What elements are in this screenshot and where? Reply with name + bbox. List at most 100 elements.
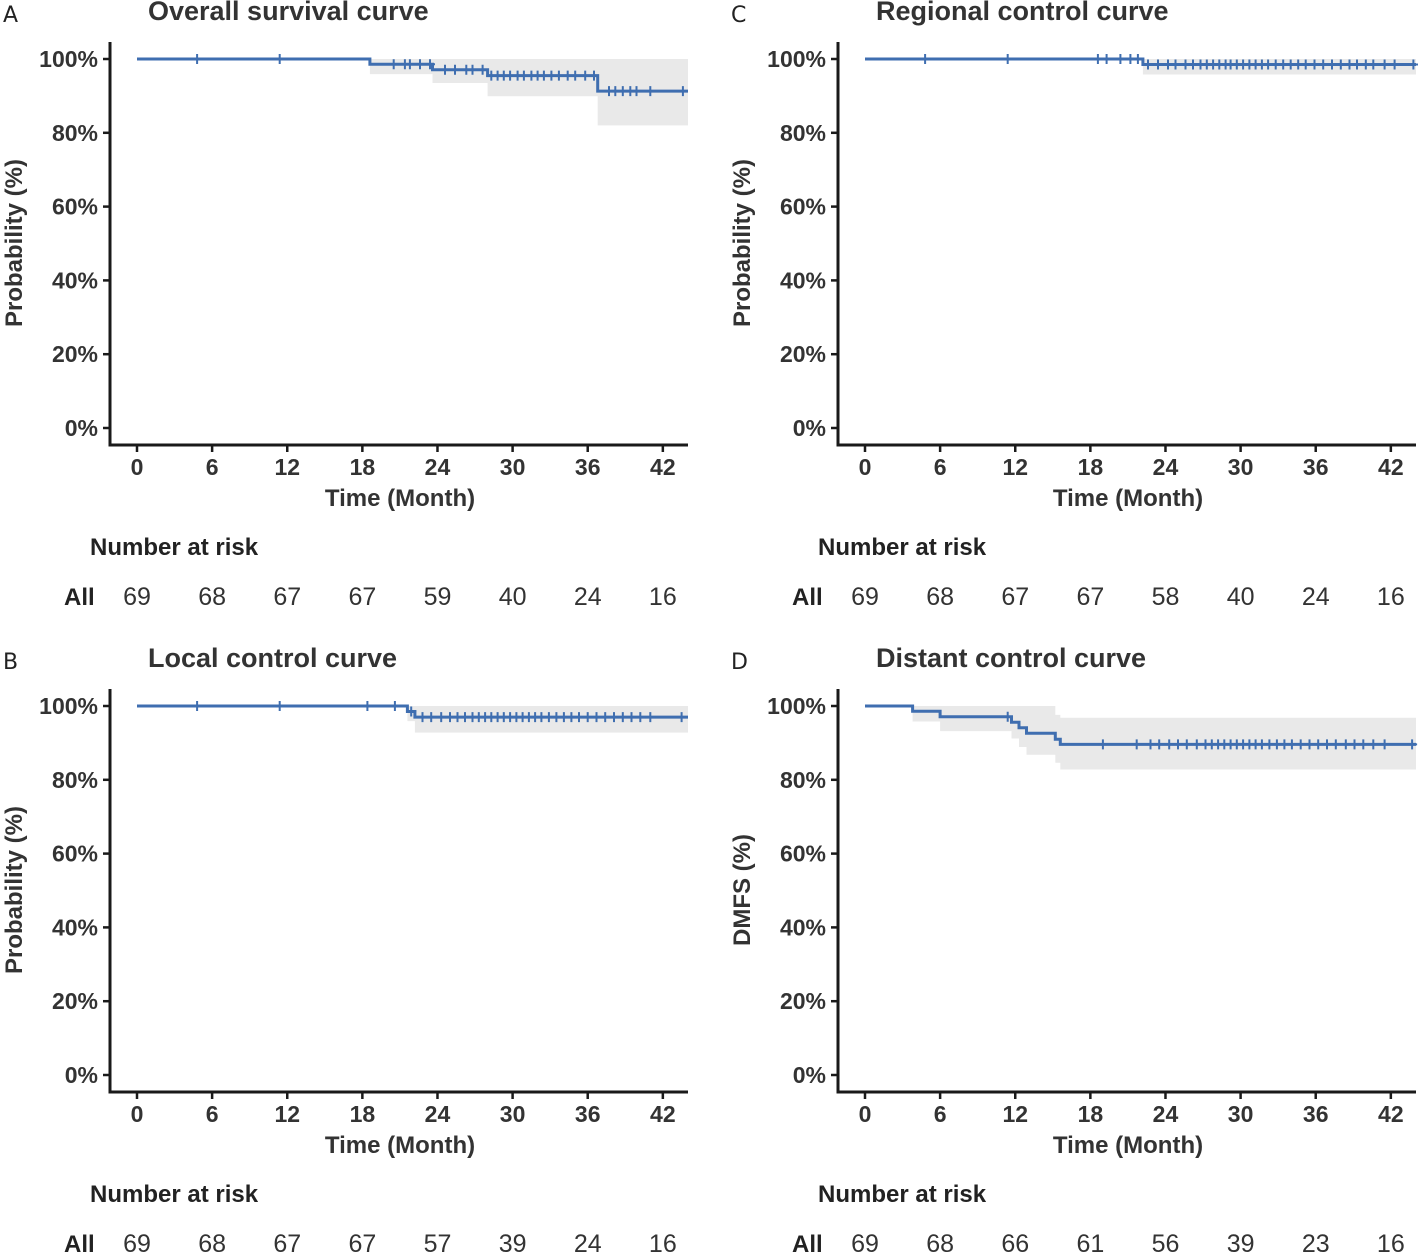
risk-count: 68 bbox=[926, 1230, 954, 1254]
censor-mark bbox=[1368, 739, 1379, 750]
censor-mark bbox=[589, 70, 599, 81]
panel-title: Overall survival curve bbox=[148, 0, 429, 26]
censor-mark bbox=[436, 712, 447, 723]
y-tick-label: 80% bbox=[52, 767, 98, 793]
censor-mark bbox=[1322, 739, 1332, 750]
censor-mark bbox=[580, 70, 591, 81]
censor-mark bbox=[1173, 739, 1183, 750]
panel-title: Local control curve bbox=[148, 643, 397, 673]
y-tick-label: 40% bbox=[52, 914, 98, 940]
risk-table-title: Number at risk bbox=[818, 534, 987, 561]
x-axis-label: Time (Month) bbox=[325, 1132, 475, 1159]
risk-count: 24 bbox=[574, 583, 602, 611]
y-axis-label: Probability (%) bbox=[1, 806, 28, 974]
censor-mark bbox=[426, 712, 437, 723]
x-tick-label: 36 bbox=[1303, 454, 1329, 480]
censor-mark bbox=[631, 86, 642, 97]
censor-mark bbox=[1309, 59, 1320, 70]
panel-c: C Regional control curve 0% 20% 40% 60% 80% 100… bbox=[729, 0, 1418, 611]
risk-table: Number at risk All 69 68 67 67 59 40 24 16 bbox=[64, 534, 677, 611]
risk-count: 69 bbox=[123, 583, 151, 611]
risk-strata-label: All bbox=[792, 1231, 823, 1254]
x-tick-label: 6 bbox=[934, 1101, 947, 1127]
panel-letter: B bbox=[3, 650, 18, 675]
risk-count: 16 bbox=[1377, 1230, 1405, 1254]
risk-count: 40 bbox=[1227, 583, 1255, 611]
y-tick-label: 40% bbox=[780, 267, 826, 293]
censor-mark bbox=[600, 712, 611, 723]
confidence-band bbox=[865, 706, 1416, 770]
x-tick-label: 12 bbox=[1002, 1101, 1028, 1127]
censor-mark bbox=[1286, 739, 1297, 750]
y-tick-label: 100% bbox=[39, 693, 98, 719]
risk-count: 69 bbox=[851, 583, 879, 611]
risk-count: 68 bbox=[926, 583, 954, 611]
censor-mark bbox=[1379, 59, 1390, 70]
censor-mark bbox=[467, 64, 478, 75]
x-tick-label: 0 bbox=[859, 1101, 872, 1127]
censor-mark bbox=[1389, 59, 1400, 70]
x-tick-label: 24 bbox=[1153, 1101, 1179, 1127]
risk-count: 24 bbox=[574, 1230, 602, 1254]
y-tick-label: 100% bbox=[39, 46, 98, 72]
censor-mark bbox=[1092, 54, 1103, 64]
survival-curve bbox=[137, 57, 688, 93]
y-tick-label: 100% bbox=[767, 46, 826, 72]
censor-mark bbox=[609, 712, 619, 723]
x-tick-label: 36 bbox=[1303, 1101, 1329, 1127]
panel-b: B Local control curve 0% 20% 40% 60% 80% 100% 0 6… bbox=[1, 643, 688, 1254]
censor-mark bbox=[574, 712, 584, 723]
censor-mark bbox=[1191, 739, 1202, 750]
censor-mark bbox=[1145, 739, 1156, 750]
censor-mark bbox=[389, 701, 400, 711]
censor-mark bbox=[192, 54, 203, 64]
risk-strata-label: All bbox=[64, 584, 95, 611]
censor-mark bbox=[404, 59, 415, 70]
risk-count: 16 bbox=[649, 1230, 677, 1254]
panel-letter: D bbox=[731, 650, 748, 675]
y-tick-label: 20% bbox=[780, 341, 826, 367]
x-axis-label: Time (Month) bbox=[1053, 485, 1203, 512]
censor-mark bbox=[645, 712, 656, 723]
x-tick-label: 12 bbox=[1002, 454, 1028, 480]
x-tick-label: 42 bbox=[650, 1101, 676, 1127]
censor-mark bbox=[1408, 59, 1418, 70]
x-tick-label: 30 bbox=[500, 454, 526, 480]
censor-mark bbox=[582, 712, 593, 723]
censor-mark bbox=[617, 712, 628, 723]
censor-mark bbox=[388, 59, 399, 70]
censor-mark bbox=[553, 70, 564, 81]
x-tick-label: 12 bbox=[274, 454, 300, 480]
censor-mark bbox=[1101, 54, 1112, 64]
risk-count: 68 bbox=[198, 1230, 226, 1254]
x-tick-label: 0 bbox=[131, 1101, 144, 1127]
censor-mark bbox=[1132, 54, 1143, 64]
risk-table: Number at risk All 69 68 66 61 56 39 23 16 bbox=[792, 1181, 1405, 1254]
censor-mark bbox=[362, 701, 373, 711]
confidence-band bbox=[137, 706, 688, 733]
censor-mark bbox=[1318, 59, 1329, 70]
risk-count: 66 bbox=[1001, 1230, 1029, 1254]
censor-mark bbox=[1407, 739, 1418, 750]
x-tick-label: 30 bbox=[1228, 1101, 1254, 1127]
risk-count: 61 bbox=[1076, 1230, 1104, 1254]
x-tick-label: 36 bbox=[575, 454, 601, 480]
risk-count: 24 bbox=[1302, 583, 1330, 611]
y-tick-label: 80% bbox=[780, 767, 826, 793]
confidence-band bbox=[865, 59, 1416, 75]
censor-mark bbox=[591, 712, 602, 723]
censor-mark bbox=[1368, 59, 1379, 70]
censor-mark bbox=[477, 64, 488, 75]
x-tick-label: 42 bbox=[1378, 1101, 1404, 1127]
y-tick-label: 40% bbox=[52, 267, 98, 293]
x-tick-label: 6 bbox=[934, 454, 947, 480]
y-tick-label: 20% bbox=[780, 988, 826, 1014]
censor-mark bbox=[274, 54, 285, 64]
risk-count: 67 bbox=[1001, 583, 1029, 611]
censor-mark bbox=[677, 86, 688, 97]
censor-mark bbox=[1153, 59, 1163, 70]
risk-count: 69 bbox=[851, 1230, 879, 1254]
y-axis-label: DMFS (%) bbox=[729, 834, 756, 946]
censor-mark bbox=[274, 701, 285, 711]
censor-mark bbox=[1002, 54, 1013, 64]
